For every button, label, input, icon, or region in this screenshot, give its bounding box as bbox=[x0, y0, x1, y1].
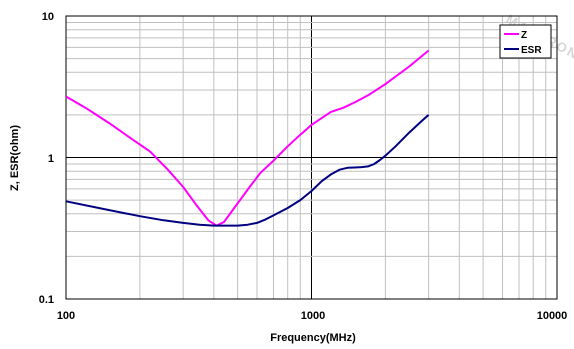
x-tick-labels: 100 1000 10000 bbox=[57, 310, 567, 322]
legend-label-z: Z bbox=[521, 30, 527, 41]
x-axis-title: Frequency(MHz) bbox=[270, 332, 356, 344]
y-tick-labels: 10 1 0.1 bbox=[39, 11, 54, 306]
y-tick-label-10: 10 bbox=[42, 11, 54, 23]
y-tick-label-0-1: 0.1 bbox=[39, 294, 54, 306]
x-tick-label-10000: 10000 bbox=[537, 310, 568, 322]
legend: Z ESR bbox=[499, 24, 552, 59]
y-tick-label-1: 1 bbox=[48, 153, 54, 165]
x-tick-label-100: 100 bbox=[57, 310, 75, 322]
series-layer bbox=[65, 49, 430, 227]
legend-label-esr: ESR bbox=[521, 45, 542, 56]
series-line-esr bbox=[65, 114, 430, 227]
grid bbox=[66, 16, 557, 299]
plot-frame bbox=[65, 15, 558, 300]
y-axis-title: Z, ESR(ohm) bbox=[9, 125, 21, 191]
series-line-z bbox=[65, 49, 430, 227]
x-tick-label-1000: 1000 bbox=[301, 310, 325, 322]
legend-box bbox=[499, 24, 552, 59]
